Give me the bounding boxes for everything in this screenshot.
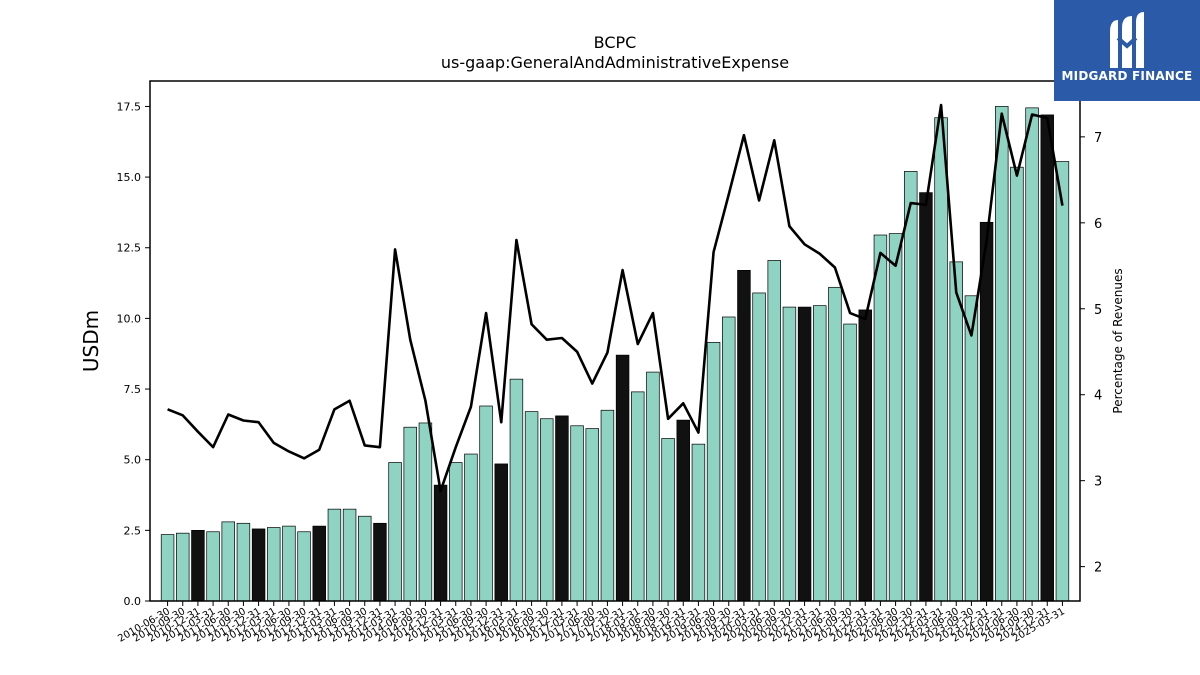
y-tick-label: 15.0 [117, 171, 142, 184]
bar-2023-09-30 [964, 295, 979, 602]
bar-2022-03-31 [873, 234, 888, 602]
chart-title: BCPC [594, 33, 637, 52]
bar-2015-03-31 [449, 462, 463, 602]
bar-2023-06-30 [949, 261, 963, 602]
bar-2022-06-30 [888, 233, 903, 602]
y-tick-label: 7.5 [124, 383, 142, 396]
bar-2012-12-31 [312, 525, 326, 602]
bar-2024-03-31 [995, 106, 1009, 602]
y2-tick-label: 7 [1094, 131, 1102, 146]
bar-2019-12-31 [737, 270, 751, 602]
bar-2015-12-31 [494, 463, 508, 602]
bar-2012-03-31 [267, 527, 281, 602]
bar-2013-06-30 [342, 508, 357, 602]
bar-2016-06-30 [524, 411, 539, 602]
y-tick-label: 12.5 [117, 242, 142, 255]
bar-2014-03-31 [388, 462, 402, 602]
plot-frame [149, 80, 1081, 602]
bar-2011-09-30 [236, 522, 251, 602]
y2-tick-label: 5 [1094, 303, 1102, 318]
bar-2023-12-31 [979, 221, 994, 602]
bar-2014-12-31 [433, 484, 448, 602]
bar-2018-09-30 [661, 438, 675, 602]
axes-layer: 0.02.55.07.510.012.515.017.52345672010-0… [116, 80, 1102, 645]
bar-2011-12-31 [251, 528, 266, 602]
y-tick-label: 10.0 [117, 312, 142, 325]
bar-2020-09-30 [782, 306, 797, 602]
y-tick-label: 2.5 [124, 524, 142, 537]
bar-2012-06-30 [282, 525, 296, 602]
bar-2019-03-31 [691, 443, 706, 602]
midgard-finance-logo: MIDGARD FINANCE [1054, 0, 1200, 101]
y2-tick-label: 6 [1094, 217, 1102, 232]
bar-2023-03-31 [934, 117, 948, 602]
bar-2022-09-30 [904, 171, 918, 602]
bar-2021-06-30 [828, 286, 842, 602]
bar-2018-06-30 [646, 371, 660, 602]
chart-subtitle: us-gaap:GeneralAndAdministrativeExpense [441, 53, 789, 72]
bar-2013-03-31 [327, 508, 342, 602]
bar-2020-06-30 [767, 260, 781, 602]
line-layer [167, 103, 1064, 493]
y-axis-label: USDm [79, 310, 103, 372]
bar-2020-12-31 [797, 306, 812, 602]
bar-2013-12-31 [373, 522, 387, 602]
bar-2011-03-31 [206, 531, 220, 602]
y-tick-label: 5.0 [124, 454, 142, 467]
bars-layer [160, 106, 1070, 602]
bar-2024-06-30 [1010, 166, 1024, 602]
bar-2025-03-31 [1055, 161, 1070, 602]
bar-2024-09-30 [1025, 107, 1039, 602]
y-tick-label: 17.5 [117, 100, 142, 113]
bar-2014-09-30 [418, 422, 433, 602]
bar-2021-03-31 [813, 305, 827, 602]
bar-2013-09-30 [358, 515, 372, 602]
bar-2014-06-30 [403, 426, 417, 602]
bar-2019-06-30 [706, 342, 721, 602]
bar-2010-12-31 [191, 529, 205, 602]
bar-2016-03-31 [509, 378, 524, 602]
bar-2017-03-31 [570, 425, 584, 602]
y2-tick-label: 3 [1094, 475, 1102, 490]
bar-2024-12-31 [1040, 114, 1054, 602]
bar-2021-12-31 [858, 309, 872, 602]
midgard-m-icon [1110, 12, 1144, 68]
logo-text: MIDGARD FINANCE [1061, 69, 1193, 83]
bar-2015-09-30 [479, 405, 493, 602]
bar-2017-12-31 [615, 354, 630, 602]
bar-2010-09-30 [176, 532, 190, 602]
bar-2016-12-31 [555, 415, 569, 602]
percentage-of-revenues-line [167, 103, 1064, 493]
bar-2018-03-31 [631, 391, 645, 602]
y2-tick-label: 2 [1094, 561, 1102, 576]
bar-2022-12-31 [919, 192, 933, 602]
bar-2011-06-30 [221, 521, 235, 602]
bar-2020-03-31 [752, 292, 766, 602]
bar-2015-06-30 [464, 453, 478, 602]
y2-axis-label: Percentage of Revenues [1111, 268, 1125, 413]
bar-2012-09-30 [297, 531, 311, 602]
bar-2010-06-30 [160, 534, 175, 602]
bar-2018-12-31 [676, 419, 690, 602]
bar-2016-09-30 [540, 418, 554, 602]
bar-2021-09-30 [843, 323, 857, 602]
bar-2017-09-30 [600, 409, 615, 602]
y2-tick-label: 4 [1094, 389, 1102, 404]
y-tick-label: 0.0 [124, 595, 142, 608]
bar-2017-06-30 [585, 428, 599, 602]
bar-2019-09-30 [722, 316, 736, 602]
